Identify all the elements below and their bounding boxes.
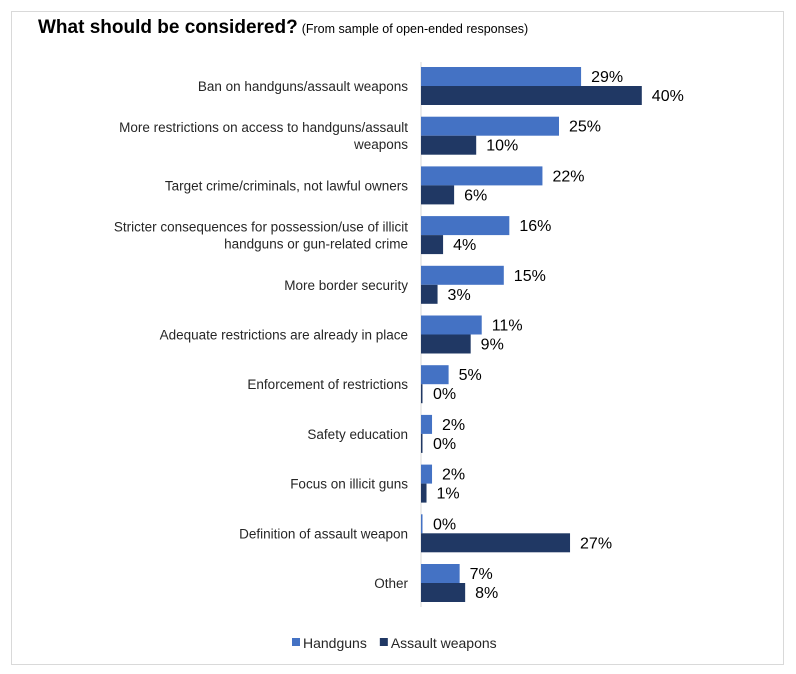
legend-label: Handguns: [303, 635, 367, 651]
bar-handguns: [421, 116, 559, 136]
title-subtitle: (From sample of open-ended responses): [301, 22, 529, 36]
data-label: 40%: [652, 88, 684, 105]
category-label: More border security: [284, 278, 408, 293]
data-label: 5%: [459, 367, 482, 384]
bar-handguns: [421, 414, 433, 434]
bar-handguns: [421, 464, 433, 484]
bar-handguns: [421, 564, 460, 583]
data-label: 4%: [453, 237, 476, 254]
category-label: More restrictions on access to handguns/…: [119, 120, 408, 152]
bar-handguns: [421, 315, 482, 335]
data-label: 0%: [433, 436, 456, 453]
category-label: Target crime/criminals, not lawful owner…: [165, 178, 408, 193]
data-label: 11%: [492, 318, 523, 335]
bar-assault-weapons: [421, 483, 427, 503]
category-label: Other: [374, 576, 408, 591]
data-label: 7%: [470, 566, 493, 583]
category-label: Enforcement of restrictions: [247, 377, 408, 392]
data-label: 10%: [486, 138, 518, 155]
data-label: 8%: [475, 585, 498, 602]
data-label: 3%: [448, 287, 471, 304]
category-label: Ban on handguns/assault weapons: [198, 79, 408, 94]
bar-handguns: [421, 265, 504, 285]
bar-handguns: [421, 365, 449, 385]
bar-assault-weapons: [421, 384, 423, 404]
data-label: 25%: [569, 119, 601, 136]
data-label: 2%: [442, 417, 465, 434]
data-label: 2%: [442, 467, 465, 484]
data-label: 15%: [514, 268, 546, 285]
category-label: Focus on illicit guns: [290, 477, 408, 492]
bar-assault-weapons: [421, 135, 477, 155]
bar-assault-weapons: [421, 334, 471, 354]
data-label: 9%: [481, 337, 504, 354]
data-label: 16%: [519, 218, 551, 235]
bar-handguns: [421, 166, 543, 186]
bar-assault-weapons: [421, 583, 466, 602]
category-label: Definition of assault weapon: [239, 526, 408, 541]
data-label: 0%: [433, 516, 456, 533]
category-label: Safety education: [307, 427, 408, 442]
data-label: 1%: [437, 486, 460, 503]
legend-label: Assault weapons: [391, 635, 497, 651]
bar-assault-weapons: [421, 284, 438, 304]
bar-assault-weapons: [421, 533, 571, 553]
bar-assault-weapons: [421, 185, 455, 205]
bar-handguns: [421, 514, 423, 534]
data-label: 29%: [591, 69, 623, 86]
category-label: Stricter consequences for possession/use…: [114, 220, 408, 252]
bar-handguns: [421, 216, 510, 236]
data-label: 27%: [580, 535, 612, 552]
data-label: 0%: [433, 386, 456, 403]
title-main: What should be considered?: [38, 17, 298, 38]
bar-assault-weapons: [421, 235, 444, 255]
bar-assault-weapons: [421, 86, 642, 105]
data-label: 22%: [552, 168, 584, 185]
legend-swatch: [292, 638, 300, 646]
data-label: 6%: [464, 187, 487, 204]
bar-handguns: [421, 67, 582, 86]
chart-title: What should be considered? (From sample o…: [38, 17, 528, 39]
category-label: Adequate restrictions are already in pla…: [160, 328, 408, 343]
legend-swatch: [379, 638, 388, 646]
chart-frame: [11, 11, 784, 665]
bar-assault-weapons: [421, 433, 423, 453]
